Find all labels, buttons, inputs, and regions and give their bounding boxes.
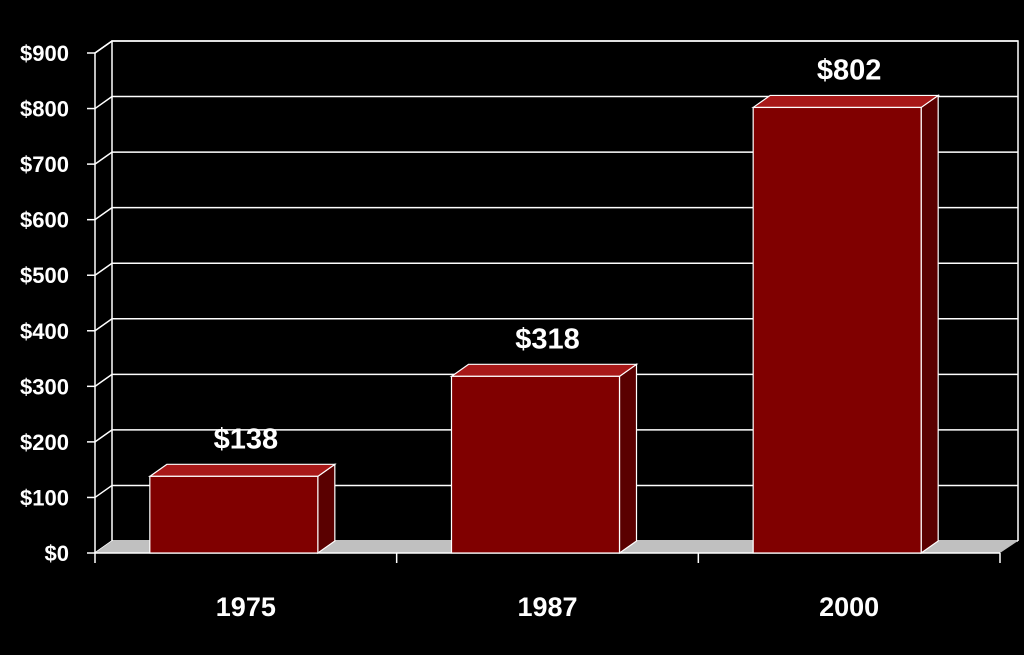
data-label: $138 — [214, 423, 279, 455]
bar-1987 — [449, 363, 639, 555]
y-tick-label: $200 — [20, 430, 69, 455]
bar-side — [317, 463, 336, 555]
bar-top — [147, 463, 337, 477]
bar-front — [450, 375, 621, 554]
bar-1975 — [147, 463, 337, 555]
gridline — [94, 40, 1018, 54]
gridline — [94, 262, 1018, 276]
y-tick-label: $500 — [20, 263, 69, 288]
y-tick-label: $700 — [20, 152, 69, 177]
y-tick-label: $900 — [20, 41, 69, 66]
data-label: $318 — [515, 323, 580, 355]
x-tick-label: 2000 — [819, 592, 879, 622]
bar-side — [920, 94, 939, 555]
gridline — [94, 484, 1018, 499]
gridline — [94, 429, 1018, 443]
gridline — [94, 373, 1018, 387]
gridline — [94, 151, 1018, 165]
y-tick-label: $400 — [20, 319, 69, 344]
bar-top — [751, 94, 941, 109]
y-tick-label: $300 — [20, 374, 69, 399]
gridline — [94, 206, 1018, 221]
y-tick-label: $0 — [45, 541, 69, 566]
bar-top — [449, 363, 639, 377]
gridlines — [94, 40, 1018, 554]
y-tick-label: $100 — [20, 485, 69, 510]
x-tick-label: 1987 — [517, 592, 577, 622]
y-tick-label: $600 — [20, 208, 69, 233]
x-axis-tick-labels: 1975 1987 2000 — [216, 592, 879, 622]
bar-2000 — [751, 94, 941, 555]
gridline — [94, 318, 1018, 332]
bar-front — [752, 106, 922, 554]
y-axis-tick-labels: $0 $100 $200 $300 $400 $500 $600 $700 $800 $900 — [20, 41, 69, 566]
x-tick-label: 1975 — [216, 592, 276, 622]
data-label: $802 — [817, 54, 882, 86]
gridline — [94, 95, 1018, 110]
bar-side — [618, 363, 638, 555]
bars — [147, 94, 941, 555]
bar-front — [149, 475, 319, 554]
y-tick-label: $800 — [20, 97, 69, 122]
data-labels: $138 $318 $802 — [214, 54, 882, 455]
